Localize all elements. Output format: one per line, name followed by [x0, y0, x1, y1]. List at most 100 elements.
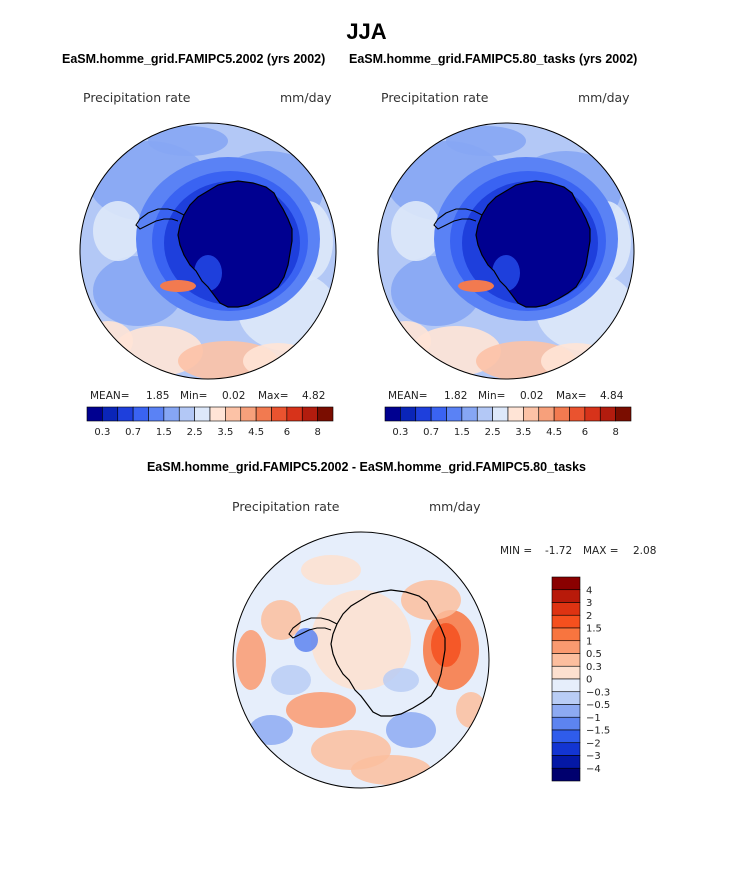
colorbar-swatch: [551, 742, 581, 756]
colorbar-swatch: [551, 755, 581, 769]
colorbar-tick-label: 2.5: [187, 427, 203, 438]
panel1-max-value: 4.82: [302, 390, 326, 402]
panel3-min-label: MIN =: [500, 545, 533, 557]
colorbar-tick-label: 1.5: [586, 624, 602, 635]
colorbar-swatch: [301, 406, 318, 422]
precip-region: [93, 201, 143, 261]
colorbar-tick-label: 0.3: [392, 427, 408, 438]
panel2-variable-label: Precipitation rate: [381, 90, 489, 105]
panel3-colorbar: 4 3 2 1.51 0.5 0.3 0−0.3 −0.5 −1 −1.5−2 −3 −4: [551, 576, 610, 782]
colorbar-tick-label: −0.3: [586, 687, 610, 698]
panel3-units: mm/day: [429, 499, 481, 514]
colorbar-swatch: [476, 406, 493, 422]
colorbar-tick-label: 0.7: [423, 427, 439, 438]
diff-region: [383, 668, 419, 692]
panel2-min-label: Min=: [478, 390, 506, 402]
panel3-max-value: 2.08: [633, 545, 657, 557]
panel1-map: [79, 122, 337, 380]
panel1-units: mm/day: [280, 90, 332, 105]
colorbar-tick-label: 6: [582, 427, 588, 438]
panel2-mean-label: MEAN=: [388, 390, 428, 402]
peninsula-coastline: [135, 208, 185, 230]
figure-title: JJA: [346, 19, 387, 44]
peninsula-coastline: [433, 208, 483, 230]
map-boundary: [232, 531, 490, 789]
panel1-max-label: Max=: [258, 390, 289, 402]
precip-region: [391, 201, 441, 261]
diff-region: [456, 692, 486, 728]
ice-shelf: [492, 255, 520, 291]
colorbar-tick-label: 1.5: [156, 427, 172, 438]
colorbar-swatch: [551, 678, 581, 693]
colorbar-tick-label: 2.5: [485, 427, 501, 438]
panel1-min-label: Min=: [180, 390, 208, 402]
diff-region: [286, 692, 356, 728]
colorbar-tick-label: 2: [586, 611, 592, 622]
precip-region: [83, 321, 133, 361]
diff-region: [431, 623, 461, 667]
colorbar-swatch: [551, 716, 581, 731]
coastline: [177, 180, 293, 308]
colorbar-tick-label: 4: [586, 585, 592, 596]
colorbar-tick-label: −4: [586, 764, 601, 775]
ice-shelf: [194, 255, 222, 291]
panel1-title: EaSM.homme_grid.FAMIPC5.2002 (yrs 2002): [62, 52, 326, 66]
panel1-colorbar: 0.3 0.7 1.5 2.5 3.5 4.5 6 8: [86, 406, 334, 438]
colorbar-swatch: [461, 406, 478, 422]
panel3-title: EaSM.homme_grid.FAMIPC5.2002 - EaSM.homm…: [146, 460, 587, 474]
panel3-map: [232, 531, 490, 789]
colorbar-tick-label: 0.3: [94, 427, 110, 438]
colorbar-tick-label: 0.7: [125, 427, 141, 438]
colorbar-swatch: [415, 406, 432, 422]
panel2-max-value: 4.84: [600, 390, 624, 402]
diff-region: [249, 715, 293, 745]
colorbar-swatch: [551, 767, 581, 782]
colorbar-swatch: [400, 406, 417, 422]
colorbar-swatch: [551, 627, 581, 642]
coastal-peak: [160, 280, 196, 292]
colorbar-swatch: [551, 576, 581, 591]
colorbar-swatch: [551, 640, 581, 654]
colorbar-swatch: [538, 406, 555, 422]
panel1-min-value: 0.02: [222, 390, 246, 402]
panel2-title: EaSM.homme_grid.FAMIPC5.80_tasks (yrs 20…: [349, 52, 638, 66]
colorbar-swatch: [317, 406, 334, 422]
colorbar-swatch: [240, 406, 257, 422]
panel2-units: mm/day: [578, 90, 630, 105]
panel2-min-value: 0.02: [520, 390, 544, 402]
colorbar-swatch: [384, 406, 401, 422]
colorbar-tick-label: 3.5: [217, 427, 233, 438]
colorbar-tick-label: 4.5: [248, 427, 264, 438]
panel2-colorbar: 0.3 0.7 1.5 2.5 3.5 4.5 6 8: [384, 406, 632, 438]
colorbar-swatch: [255, 406, 272, 422]
colorbar-swatch: [551, 589, 581, 603]
colorbar-tick-label: −1.5: [586, 726, 610, 737]
colorbar-swatch: [209, 406, 226, 422]
colorbar-swatch: [551, 665, 581, 680]
colorbar-tick-label: −0.5: [586, 700, 610, 711]
colorbar-swatch: [569, 406, 586, 422]
colorbar-tick-label: 4.5: [546, 427, 562, 438]
panel2-mean-value: 1.82: [444, 390, 468, 402]
colorbar-swatch: [102, 406, 119, 422]
diff-region: [351, 755, 431, 785]
colorbar-tick-label: 0.3: [586, 662, 602, 673]
precip-region: [381, 321, 431, 361]
peninsula-coastline: [288, 617, 338, 639]
colorbar-tick-label: 8: [314, 427, 320, 438]
map-boundary: [377, 122, 635, 380]
colorbar-swatch: [551, 691, 581, 705]
precip-region: [541, 343, 611, 379]
colorbar-tick-label: 8: [612, 427, 618, 438]
colorbar-swatch: [584, 406, 601, 422]
colorbar-swatch: [599, 406, 616, 422]
colorbar-swatch: [507, 406, 524, 422]
colorbar-tick-label: −3: [586, 751, 601, 762]
diff-region: [386, 712, 436, 748]
colorbar-swatch: [225, 406, 242, 422]
colorbar-swatch: [523, 406, 540, 422]
colorbar-tick-label: −1: [586, 713, 601, 724]
colorbar-swatch: [148, 406, 165, 422]
colorbar-swatch: [271, 406, 288, 422]
precip-region: [148, 126, 228, 156]
